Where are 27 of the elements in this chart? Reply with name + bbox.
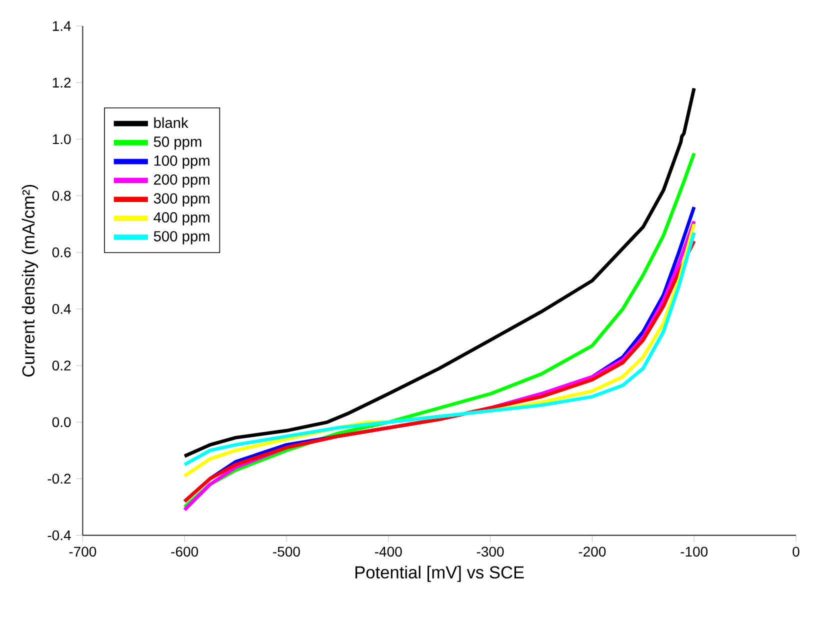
legend-label: 200 ppm	[154, 174, 210, 188]
legend-label: 50 ppm	[154, 136, 202, 150]
x-axis-title: Potential [mV] vs SCE	[356, 566, 524, 582]
x-tick-label: -100	[680, 546, 708, 557]
y-tick-label: 0.6	[52, 247, 71, 258]
x-tick-label: -400	[375, 546, 402, 557]
y-tick-label: -0.4	[48, 530, 71, 540]
legend-label: 300 ppm	[154, 193, 210, 207]
legend-label: 100 ppm	[154, 155, 210, 169]
y-tick-label: 0.8	[52, 190, 71, 201]
legend-label: 400 ppm	[154, 212, 210, 226]
x-tick-label: -600	[171, 546, 198, 557]
x-tick-label: 0	[792, 546, 800, 557]
x-tick-label: -200	[578, 546, 606, 557]
y-tick-label: 1.2	[52, 78, 71, 88]
y-tick-label: 0.2	[52, 360, 71, 371]
x-tick-label: -700	[69, 546, 96, 557]
y-tick-label: 1.0	[52, 134, 71, 144]
y-axis-title: Current density (mA/cm²)	[22, 184, 38, 377]
y-tick-label: 0.0	[52, 417, 71, 428]
x-tick-label: -500	[273, 546, 300, 557]
x-tick-label: -300	[476, 546, 504, 557]
legend-label: blank	[154, 117, 188, 128]
y-tick-label: 0.4	[52, 304, 71, 314]
legend-label: 500 ppm	[154, 231, 210, 244]
y-tick-label: -0.2	[48, 474, 71, 484]
y-tick-label: 1.4	[52, 21, 71, 31]
